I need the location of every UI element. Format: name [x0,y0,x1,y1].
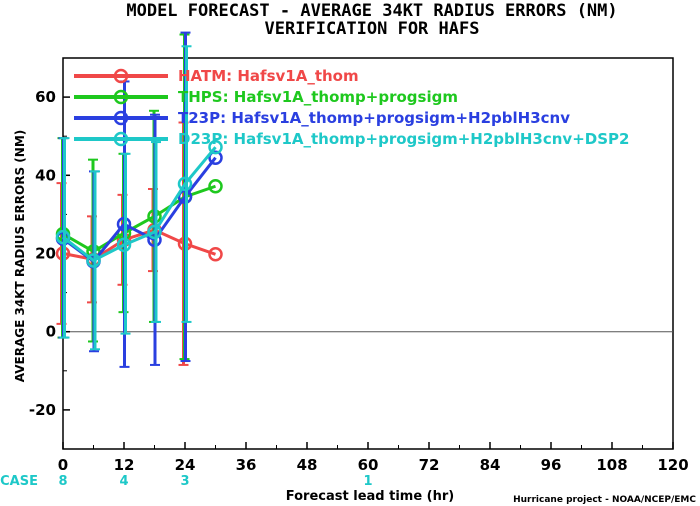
y-tick-label: -20 [29,401,56,419]
x-tick-label: 120 [657,456,688,474]
case-count: 3 [180,474,189,489]
case-label: #CASE [0,474,38,489]
y-tick-label: 40 [35,166,56,184]
x-tick-label: 60 [358,456,379,474]
x-tick-label: 36 [236,456,257,474]
legend-label: HATM: Hafsv1A_thom [178,67,359,85]
series-line [63,147,216,260]
chart-subtitle: VERIFICATION FOR HAFS [265,19,480,39]
x-tick-label: 48 [297,456,318,474]
series-line [63,186,216,251]
y-tick-label: 0 [46,323,56,341]
chart-title: MODEL FORECAST - AVERAGE 34KT RADIUS ERR… [126,1,617,21]
chart: MODEL FORECAST - AVERAGE 34KT RADIUS ERR… [0,0,700,506]
y-tick-label: 20 [35,245,56,263]
legend-label: THPS: Hafsv1A_thomp+progsigm [178,88,458,106]
legend-label: T23P: Hafsv1A_thomp+progsigm+H2pblH3cnv [178,109,570,127]
x-tick-label: 96 [541,456,562,474]
y-tick-label: 60 [35,88,56,106]
y-axis-label: AVERAGE 34KT RADIUS ERRORS (NM) [13,130,27,382]
x-tick-label: 108 [596,456,627,474]
credit-text: Hurricane project - NOAA/NCEP/EMC [513,495,696,505]
legend-label: D23P: Hafsv1A_thomp+progsigm+H2pblH3cnv+… [178,130,629,148]
case-count: 8 [58,474,67,489]
x-tick-label: 24 [175,456,196,474]
case-count: 1 [363,474,372,489]
case-count: 4 [119,474,128,489]
x-tick-label: 84 [480,456,501,474]
x-tick-label: 0 [58,456,68,474]
legend: HATM: Hafsv1A_thom THPS: Hafsv1A_thomp+pr… [74,67,629,148]
x-tick-label: 12 [114,456,135,474]
x-tick-label: 72 [419,456,440,474]
x-axis-label: Forecast lead time (hr) [286,489,454,504]
